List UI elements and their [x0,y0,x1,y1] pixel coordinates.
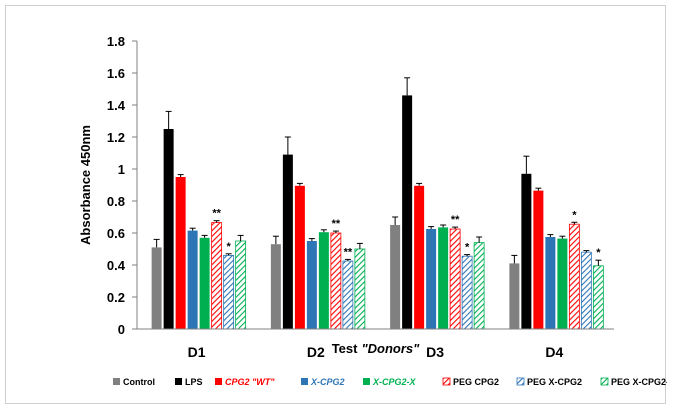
bar-d1-series-1 [163,129,174,329]
x-tick-label: D1 [188,344,206,360]
y-tick-label: 0 [118,322,125,337]
bar-d2-series-6 [342,260,354,330]
bar-d3-series-1 [402,95,413,330]
bar-d1-series-6 [223,254,235,330]
significance-label: ** [212,208,221,220]
bar-d4-series-7 [592,265,604,330]
legend-label: CPG2 "WT" [225,377,275,387]
x-tick-label: D2 [307,344,325,360]
bar-d1-series-2 [175,177,186,329]
bar-d2-series-7 [354,248,366,330]
bar-d3-series-7 [473,242,485,330]
legend-swatch [442,377,451,386]
legend-label: PEG CPG2 [453,377,499,387]
significance-label: ** [332,218,341,230]
y-axis-label: Absorbance 450nm [78,125,93,245]
significance-label: * [465,242,470,254]
bars-group: ************ [151,77,604,330]
x-axis-label: Test "Donors" [332,341,420,356]
y-tick-label: 1.2 [107,130,125,145]
bar-d4-series-4 [557,238,568,329]
y-tick-label: 0.2 [107,290,125,305]
legend-label: PEG X-CPG2 [527,377,582,387]
legend-swatch [600,377,609,386]
bar-d1-series-7 [235,240,247,330]
bar-d1-series-0 [151,247,162,329]
y-tick-label: 1.6 [107,66,125,81]
legend-label: Control [123,377,155,387]
x-axis: D1 D2 D3 D4 [137,328,614,360]
y-tick-label: 0.8 [107,194,125,209]
y-tick-label: 1.8 [107,34,125,49]
bar-chart: 00.20.40.60.811.21.41.61.8 ************ … [78,34,673,387]
bar-d2-series-3 [306,241,317,329]
bar-d3-series-0 [390,225,401,329]
bar-d1-series-5 [211,222,223,330]
legend-swatch [363,378,370,385]
legend-swatch [516,377,525,386]
y-axis: 0 0.2 0.4 0.6 0.8 1 1.2 1.4 1.6 1.8 [107,34,138,337]
y-tick-label: 0.6 [107,226,125,241]
significance-label: ** [344,246,353,258]
x-tick-label: D4 [545,344,563,360]
bar-d4-series-3 [545,237,556,329]
y-tick-label: 1.4 [107,98,126,113]
bar-d4-series-1 [521,173,532,329]
legend-swatch [215,378,222,385]
bar-d3-series-2 [414,185,425,329]
x-tick-label: D3 [426,344,444,360]
bar-d3-series-3 [426,229,437,329]
bar-d2-series-4 [318,232,329,329]
legend: Control LPS CPG2 "WT" X-CPG2 X-CPG2-X PEG CPG… [113,377,673,387]
bar-d4-series-5 [568,223,580,330]
x-axis-label-italic: "Donors" [361,341,420,356]
bar-d1-series-4 [199,237,210,329]
legend-label: X-CPG2-X [372,377,417,387]
bar-d2-series-1 [282,154,293,329]
significance-label: * [596,247,601,259]
x-axis-label-main: Test [332,341,358,356]
bar-d4-series-0 [509,263,520,329]
bar-d2-series-2 [294,185,305,329]
bar-d3-series-6 [461,255,473,330]
bar-d3-series-4 [438,227,449,329]
legend-label: LPS [185,377,203,387]
bar-d4-series-2 [533,190,544,329]
legend-swatch [113,378,120,385]
bar-d3-series-5 [449,228,461,330]
legend-label: X-CPG2 [310,377,345,387]
y-tick-label: 0.4 [107,258,126,273]
bar-d1-series-3 [187,230,198,329]
legend-label: PEG X-CPG2-X [611,377,667,387]
significance-label: * [572,209,577,221]
chart-frame: 0 0.2 0.4 0.6 0.8 1 1.2 1.4 1.6 1.8 ** * ** ** ** * * * … [5,5,673,404]
significance-label: * [226,241,231,253]
legend-swatch [175,378,182,385]
significance-label: ** [451,214,460,226]
bar-d2-series-5 [330,232,342,330]
legend-swatch [301,378,308,385]
bar-d4-series-6 [580,251,592,330]
y-tick-label: 1 [118,162,125,177]
bar-d2-series-0 [270,244,281,329]
